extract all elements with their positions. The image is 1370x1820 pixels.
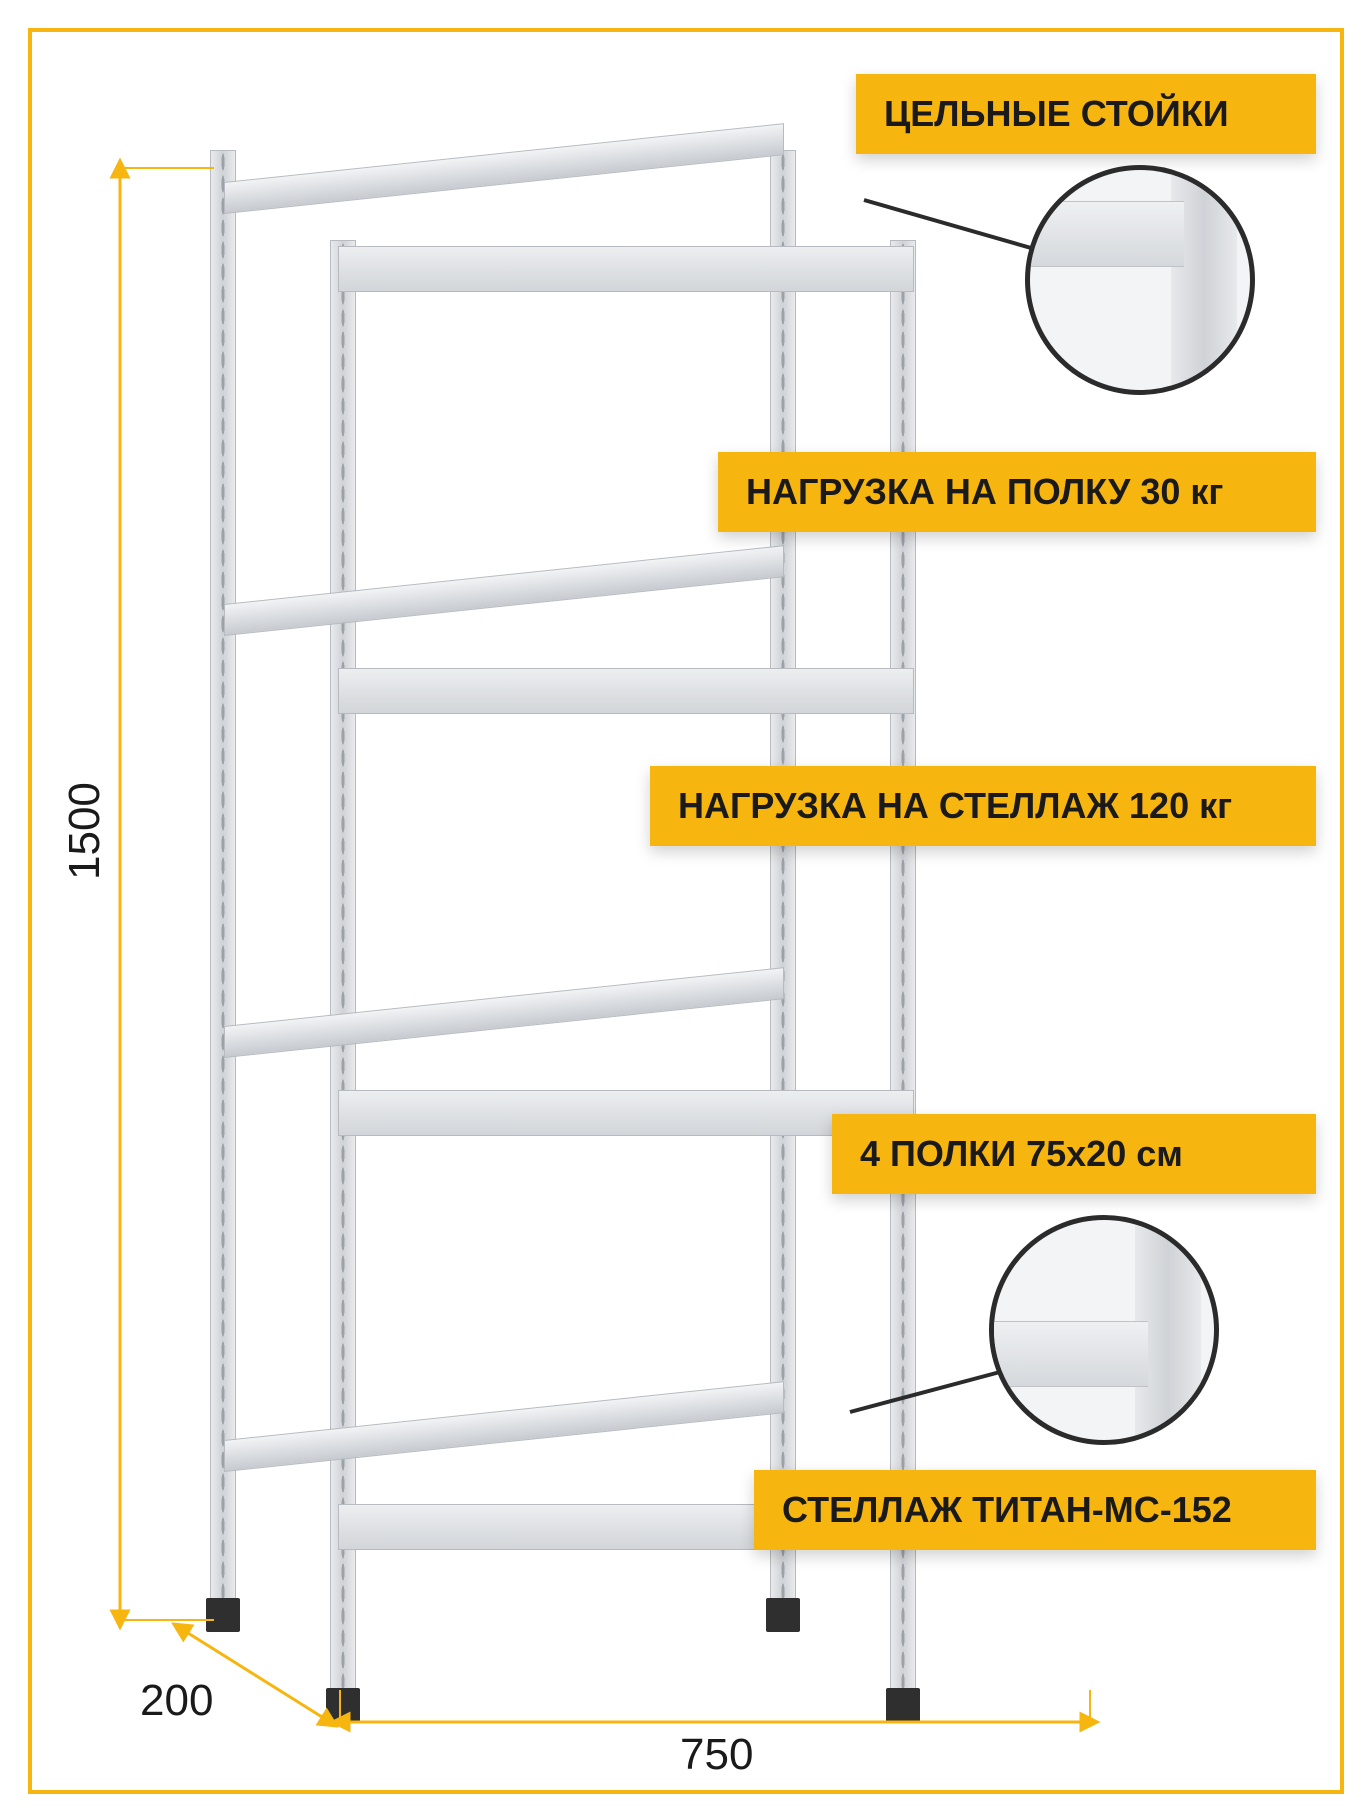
foot-back-right [766,1598,800,1632]
dim-width-label: 750 [680,1730,753,1780]
infographic-stage: 1500 200 750 ЦЕЛЬНЫЕ СТОЙКИ НАГРУЗКА НА … [0,0,1370,1820]
zoom-circle-bottom [989,1215,1219,1445]
foot-front-left [326,1688,360,1722]
callout-solid-posts: ЦЕЛЬНЫЕ СТОЙКИ [856,74,1316,154]
dim-depth-label: 200 [140,1676,213,1726]
callout-rack-load: НАГРУЗКА НА СТЕЛЛАЖ 120 кг [650,766,1316,846]
zoom-bottom-shelf [994,1321,1148,1387]
shelf-2-front [338,668,914,714]
callout-shelf-load: НАГРУЗКА НА ПОЛКУ 30 кг [718,452,1316,532]
zoom-top-shelf [1030,201,1184,267]
shelving-unit [210,150,910,1670]
callout-shelves-size: 4 ПОЛКИ 75х20 см [832,1114,1316,1194]
shelf-3-top [224,967,784,1058]
shelf-1-front [338,246,914,292]
post-back-left [210,150,236,1600]
foot-back-left [206,1598,240,1632]
shelf-3-front [338,1090,914,1136]
dim-height-label: 1500 [60,782,110,880]
foot-front-right [886,1688,920,1722]
callout-model: СТЕЛЛАЖ ТИТАН-МС-152 [754,1470,1316,1550]
zoom-circle-top [1025,165,1255,395]
post-front-left [330,240,356,1690]
shelf-2-top [224,545,784,636]
shelf-4-top [224,1381,784,1472]
